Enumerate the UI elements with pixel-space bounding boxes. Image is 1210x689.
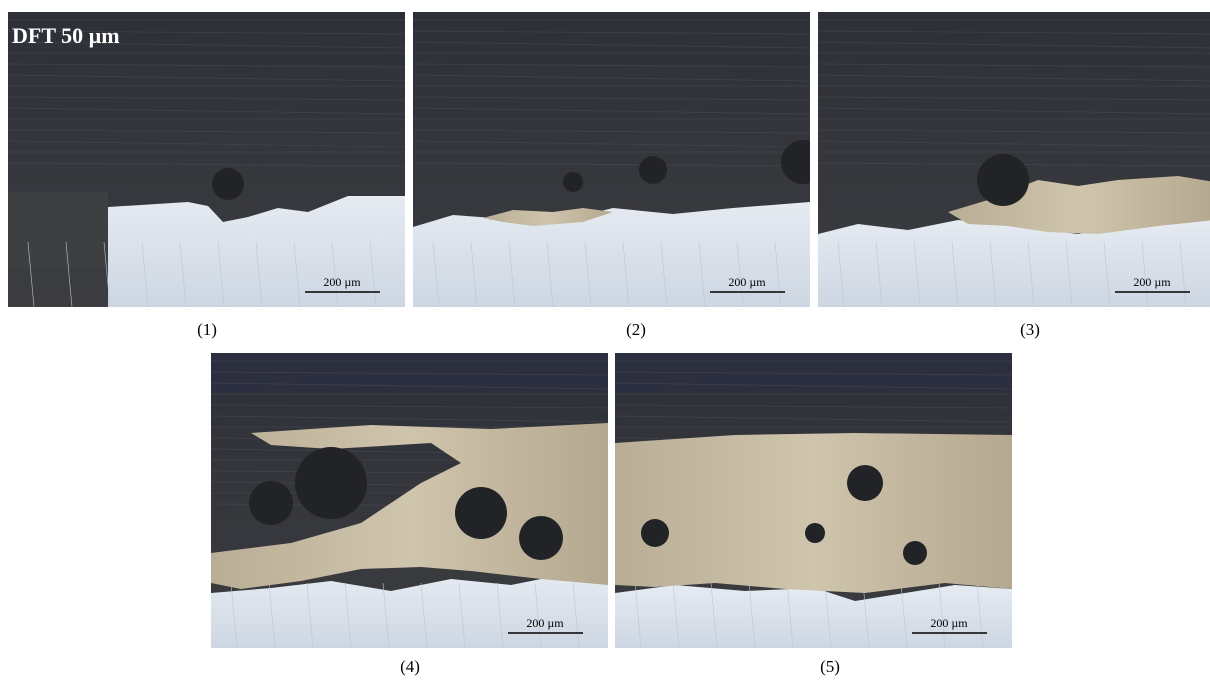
figure: 200 µm (1) 200 µm (2) 200 µm (3) 200 µm (4) 200 … xyxy=(0,0,1210,684)
micrograph: 200 µm xyxy=(818,12,1210,307)
panel-label: (1) xyxy=(197,320,217,339)
top-layer xyxy=(211,353,608,393)
panel-label: (5) xyxy=(820,657,840,676)
dark-spot xyxy=(212,168,244,200)
micrograph: 200 µm xyxy=(615,353,1012,648)
dark-spot xyxy=(903,541,927,565)
dark-spot xyxy=(563,172,583,192)
top-layer xyxy=(615,353,1012,393)
dark-spot xyxy=(977,154,1029,206)
dark-spot xyxy=(847,465,883,501)
scale-bar-label: 200 µm xyxy=(526,616,564,630)
dark-spot xyxy=(295,447,367,519)
panel-label: (4) xyxy=(400,657,420,676)
dark-spot xyxy=(641,519,669,547)
dark-spot xyxy=(639,156,667,184)
scale-bar-label: 200 µm xyxy=(930,616,968,630)
corrosion xyxy=(615,433,1012,593)
annotation: DFT 50 µm xyxy=(12,23,120,48)
substrate xyxy=(818,220,1210,307)
scale-bar-label: 200 µm xyxy=(1133,275,1171,289)
dark-spot xyxy=(249,481,293,525)
scale-bar-label: 200 µm xyxy=(323,275,361,289)
micrograph: 200 µm xyxy=(413,12,825,307)
scale-bar-label: 200 µm xyxy=(728,275,766,289)
micrograph: 200 µm xyxy=(211,353,608,648)
dark-spot xyxy=(519,516,563,560)
panel-label: (3) xyxy=(1020,320,1040,339)
coating-flap xyxy=(8,192,108,267)
micrograph: 200 µm xyxy=(8,12,405,307)
dark-spot xyxy=(455,487,507,539)
dark-spot xyxy=(805,523,825,543)
panel-label: (2) xyxy=(626,320,646,339)
